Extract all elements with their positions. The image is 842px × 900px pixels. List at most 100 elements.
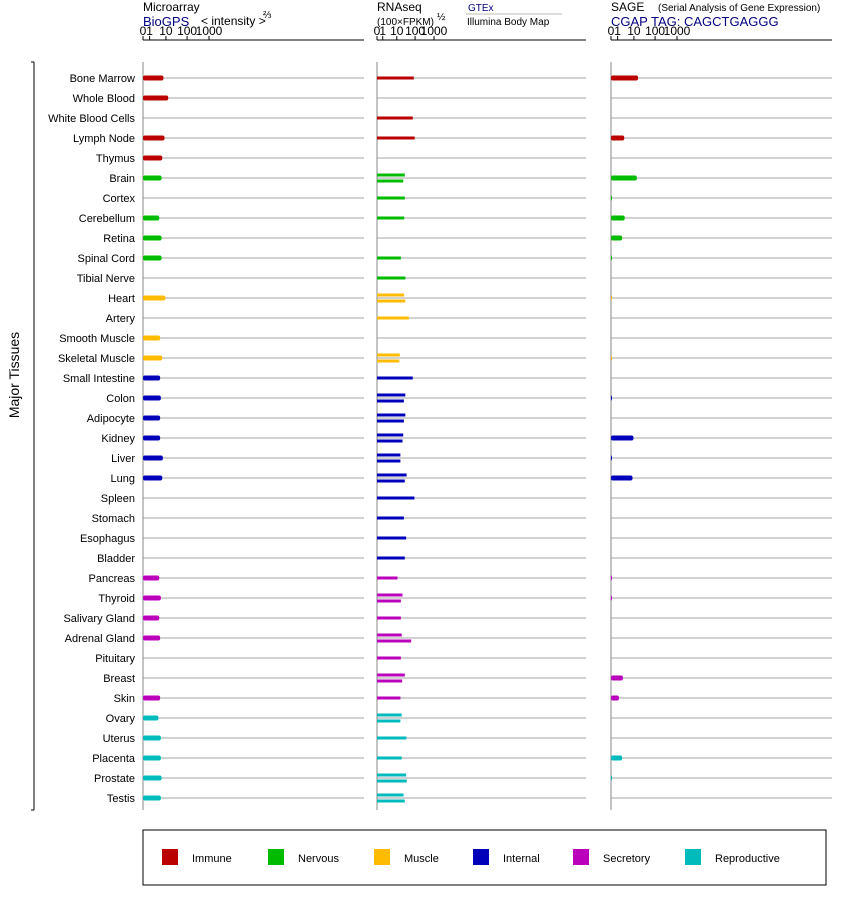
bar-gtex [377,136,415,140]
bar-gtex [377,376,413,380]
bar-illumina-body-map [377,779,407,783]
tissue-label: Brain [109,173,135,185]
tissue-label: Thyroid [98,593,135,605]
bar-gtex [377,453,401,457]
bar-microarray [143,455,163,461]
bar-gtex [377,656,401,660]
bar-gtex [377,76,414,80]
panel-subtitle-exponent-rnaseq: ½ [437,12,446,23]
tissue-label: Adrenal Gland [65,633,135,645]
bar-gtex [377,316,409,320]
bar-microarray [143,135,165,141]
legend-label-secretory: Secretory [603,853,651,865]
panel-title-rnaseq: RNAseq [377,0,422,14]
bar-gtex [377,173,405,177]
tissue-label: Bladder [97,553,135,565]
bar-illumina-body-map [377,179,404,183]
tissue-label: Kidney [101,433,135,445]
bar-gtex [377,633,402,637]
tissue-label: Retina [103,233,136,245]
tissue-label: Lymph Node [73,133,135,145]
bar-sage [611,255,612,261]
tissue-label: Colon [106,393,135,405]
bar-sage [611,235,623,241]
panel-subtitle-microarray: BioGPS [143,14,190,29]
x-tick-label-rnaseq: 1 [379,24,386,38]
tissue-label: Bone Marrow [70,73,135,85]
tissue-label: Lung [111,473,135,485]
bar-microarray [143,755,161,761]
x-tick-label-sage: 10 [627,24,641,38]
legend-label-immune: Immune [192,853,232,865]
bar-gtex [377,413,406,417]
bar-sage [611,355,612,361]
bar-illumina-body-map [377,299,406,303]
bar-sage [611,575,612,581]
tissue-label: Skin [114,693,135,705]
bar-gtex [377,353,400,357]
bar-gtex [377,713,402,717]
bar-microarray [143,95,169,101]
panel-note-rnaseq: GTEx [468,3,494,14]
bar-illumina-body-map [377,419,404,423]
bar-microarray [143,475,163,481]
x-tick-label-microarray: 1000 [196,24,223,38]
bar-microarray [143,155,163,161]
bar-gtex [377,736,407,740]
tissue-label: Adipocyte [87,413,135,425]
bar-gtex [377,433,404,437]
panel-note-sage: (Serial Analysis of Gene Expression) [658,3,820,14]
legend-swatch-muscle [374,849,390,865]
legend-box [142,829,827,886]
tissue-label: Spinal Cord [78,253,135,265]
bar-microarray [143,715,159,721]
panel-note-exponent-microarray: ⅔ [263,10,272,21]
bar-gtex [377,276,406,280]
panel-title-microarray: Microarray [143,0,200,14]
panel-note-microarray: < intensity > [201,14,266,28]
x-tick-label-rnaseq: 100 [405,24,425,38]
tissue-label: Prostate [94,773,135,785]
bar-gtex [377,793,404,797]
bar-gtex [377,473,407,477]
bar-sage [611,475,633,481]
bar-sage [611,775,612,781]
y-axis-label: Major Tissues [6,332,22,418]
legend-swatch-reproductive [685,849,701,865]
bar-microarray [143,235,162,241]
bar-microarray [143,395,161,401]
bar-sage [611,595,612,601]
bar-gtex [377,673,405,677]
x-tick-label-rnaseq: 10 [390,24,404,38]
x-tick-label-microarray: 0 [140,24,147,38]
bar-sage [611,755,623,761]
bar-sage [611,695,619,701]
panel-title-sage: SAGE [611,0,644,14]
tissue-label: Pituitary [95,653,135,665]
bar-microarray [143,215,160,221]
x-tick-label-sage: 1 [614,24,621,38]
bar-microarray [143,335,161,341]
legend-label-internal: Internal [503,853,540,865]
bar-microarray [143,355,163,361]
bar-illumina-body-map [377,479,405,483]
bar-illumina-body-map [377,599,401,603]
legend-label-reproductive: Reproductive [715,853,780,865]
bar-gtex [377,496,415,500]
bar-microarray [143,255,162,261]
bar-sage [611,435,634,441]
x-tick-label-sage: 0 [608,24,615,38]
bar-illumina-body-map [377,639,412,643]
bar-microarray [143,615,160,621]
x-tick-label-microarray: 10 [159,24,173,38]
bar-microarray [143,695,161,701]
bar-illumina-body-map [377,439,403,443]
bar-gtex [377,293,405,297]
bar-gtex [377,393,406,397]
tissue-label: Pancreas [89,573,136,585]
bar-sage [611,675,623,681]
bar-sage [611,395,612,401]
bar-illumina-body-map [377,399,404,403]
bar-microarray [143,175,162,181]
